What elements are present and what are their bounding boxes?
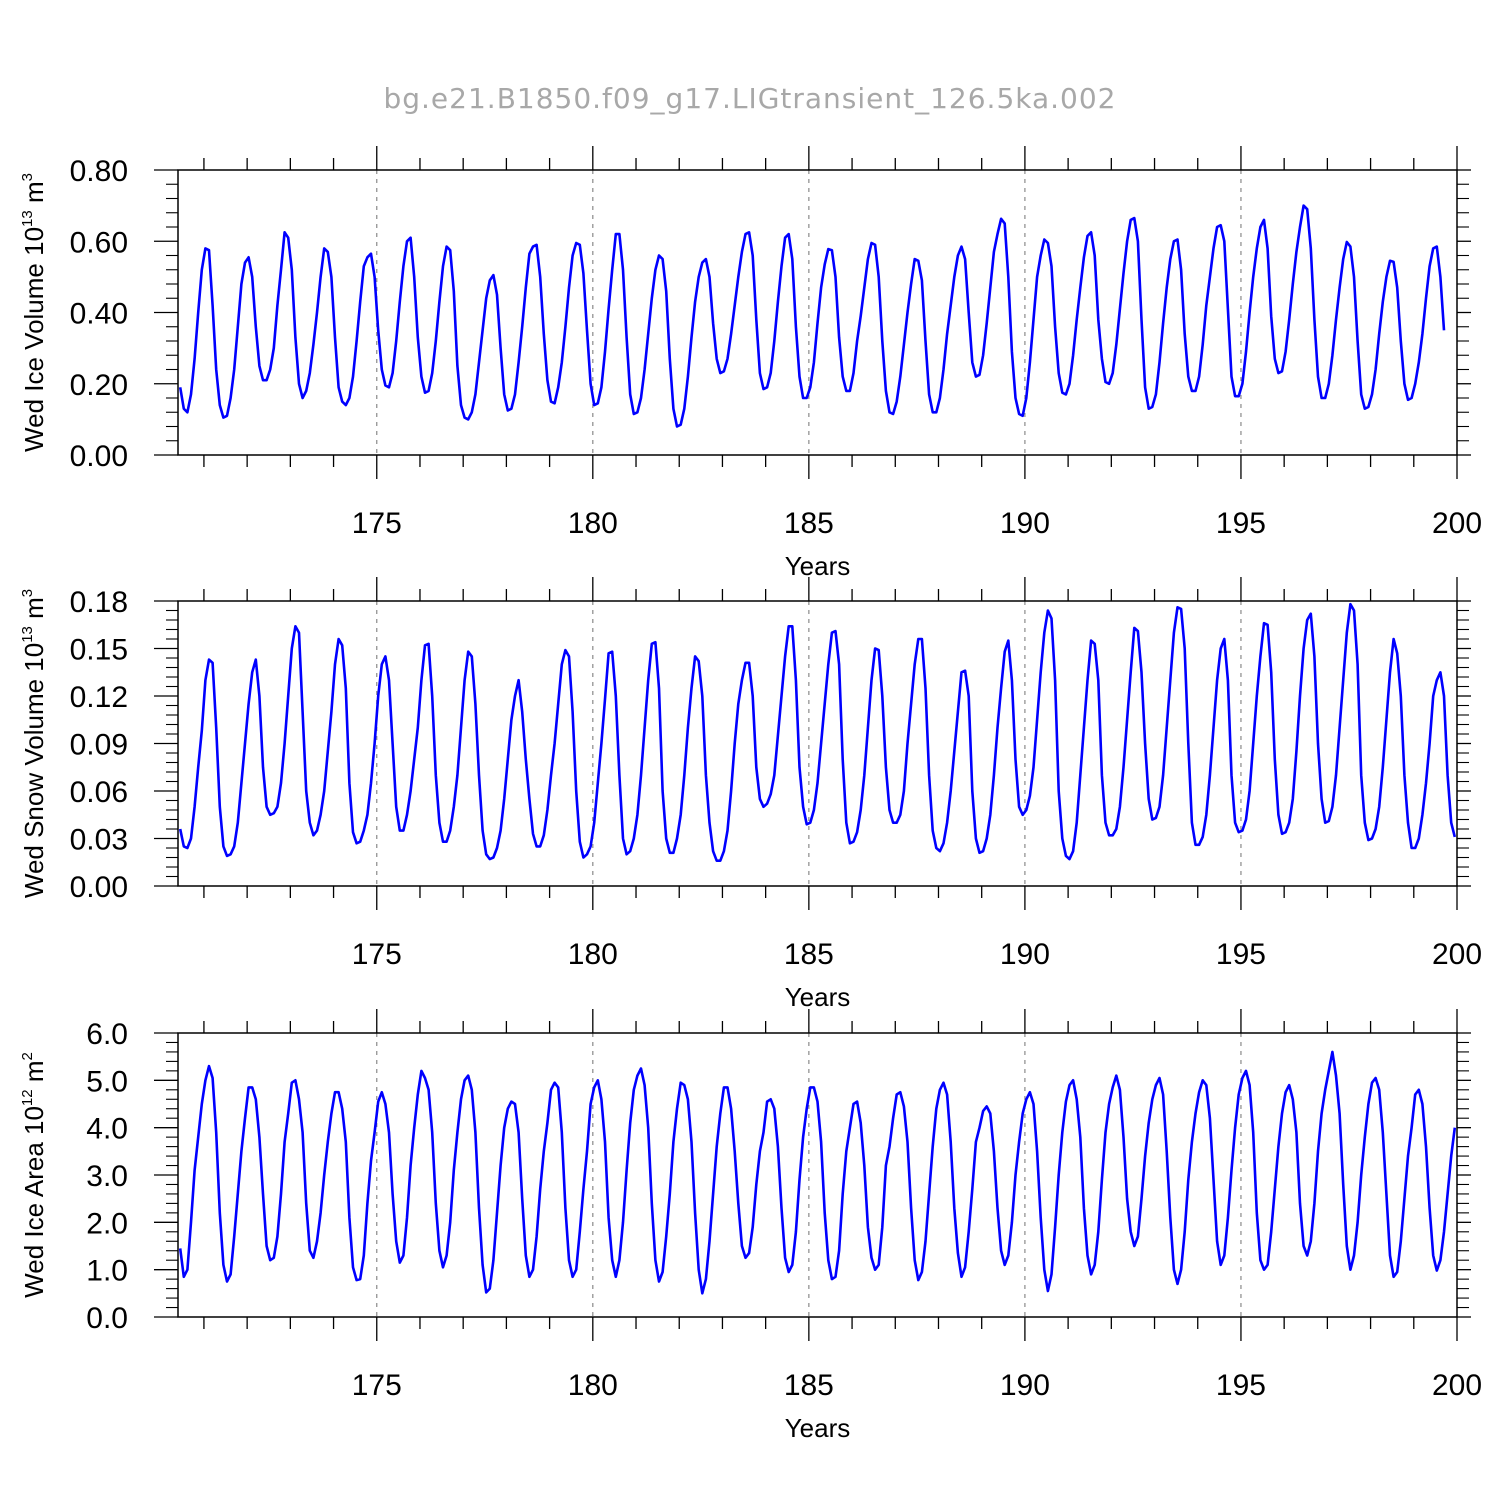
y-tick-label: 1.0 <box>86 1255 128 1288</box>
x-tick-label: 200 <box>1432 507 1482 540</box>
panel-wed-ice-area: 175 180 185 190 195 200 Years 0.0 1.0 2.0 3.0 4.0 5.… <box>19 1009 1482 1443</box>
y-axis-title: Wed Ice Area 1012 m2 <box>19 1052 49 1298</box>
x-axis-title: Years <box>785 551 851 581</box>
y-tick-label: 0.20 <box>70 369 128 402</box>
x-tick-label: 175 <box>352 1369 402 1402</box>
x-tick-label: 180 <box>568 507 618 540</box>
x-tick-label: 175 <box>352 507 402 540</box>
panels: 175 180 185 190 195 200 Years 0.00 0.20 0.40 0.60 0… <box>19 146 1482 1443</box>
x-axis-title: Years <box>785 982 851 1012</box>
panel-wed-ice-volume: 175 180 185 190 195 200 Years 0.00 0.20 0.40 0.60 0… <box>19 146 1482 581</box>
y-tick-label: 3.0 <box>86 1160 128 1193</box>
y-tick-label: 0.06 <box>70 776 128 809</box>
y-tick-label: 0.00 <box>70 871 128 904</box>
y-tick-label: 0.00 <box>70 440 128 473</box>
x-tick-label: 195 <box>1216 507 1266 540</box>
x-tick-label: 175 <box>352 938 402 971</box>
y-tick-label: 5.0 <box>86 1065 128 1098</box>
x-tick-label: 185 <box>784 938 834 971</box>
y-tick-label: 0.80 <box>70 155 128 188</box>
y-tick-label: 0.15 <box>70 634 128 667</box>
x-tick-label: 200 <box>1432 938 1482 971</box>
y-axis-title: Wed Snow Volume 1013 m3 <box>19 589 49 898</box>
x-tick-label: 190 <box>1000 507 1050 540</box>
y-tick-label: 6.0 <box>86 1018 128 1051</box>
series-line-wed-ice-area <box>178 1050 1457 1295</box>
x-tick-label: 180 <box>568 938 618 971</box>
y-tick-label: 2.0 <box>86 1207 128 1240</box>
x-tick-label: 190 <box>1000 1369 1050 1402</box>
y-tick-label: 4.0 <box>86 1113 128 1146</box>
x-tick-label: 185 <box>784 1369 834 1402</box>
panel-wed-snow-volume: 175 180 185 190 195 200 Years 0.00 0.03 0.06 0.09 0… <box>19 577 1482 1012</box>
y-tick-label: 0.03 <box>70 824 128 857</box>
y-tick-label: 0.12 <box>70 681 128 714</box>
y-tick-label: 0.60 <box>70 226 128 259</box>
y-tick-label: 0.09 <box>70 729 128 762</box>
y-tick-label: 0.40 <box>70 298 128 331</box>
x-tick-label: 190 <box>1000 938 1050 971</box>
series-line-wed-snow-volume <box>178 602 1457 862</box>
x-axis-title: Years <box>785 1413 851 1443</box>
y-tick-label: 0.0 <box>86 1302 128 1335</box>
x-tick-label: 185 <box>784 507 834 540</box>
x-tick-label: 180 <box>568 1369 618 1402</box>
y-tick-label: 0.18 <box>70 586 128 619</box>
series-line-wed-ice-volume <box>178 204 1446 428</box>
y-axis-title: Wed Ice Volume 1013 m3 <box>19 173 49 452</box>
figure-title: bg.e21.B1850.f09_g17.LIGtransient_126.5k… <box>383 82 1116 115</box>
x-tick-label: 200 <box>1432 1369 1482 1402</box>
x-tick-label: 195 <box>1216 938 1266 971</box>
x-tick-label: 195 <box>1216 1369 1266 1402</box>
